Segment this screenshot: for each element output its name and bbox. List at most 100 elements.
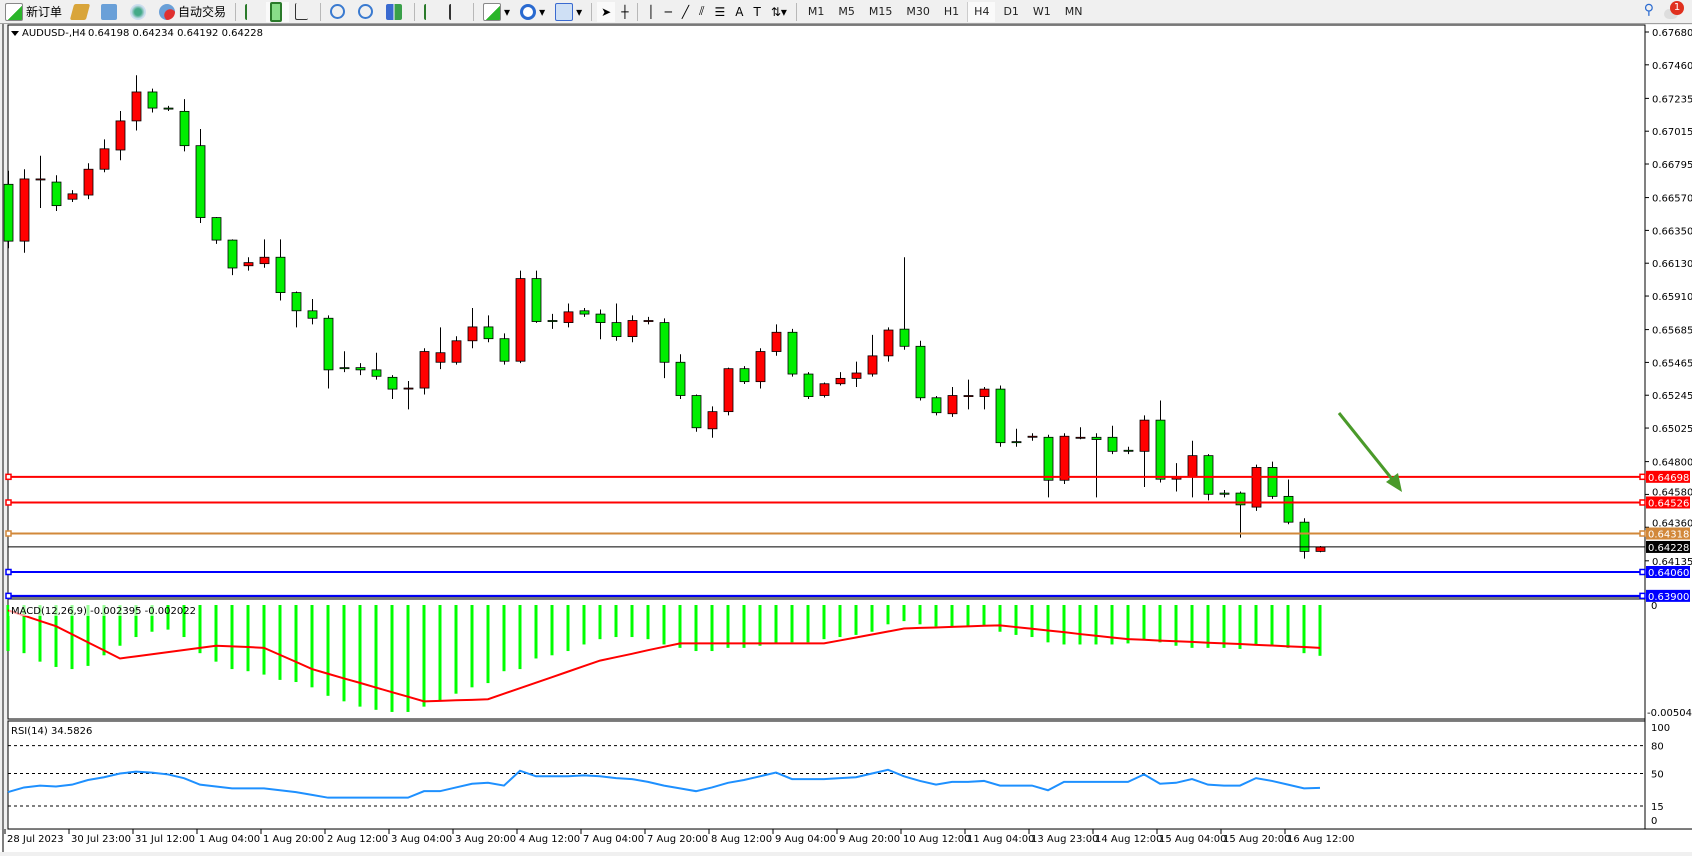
- timeframe-m15[interactable]: M15: [868, 5, 893, 18]
- cursor-button[interactable]: ➤: [597, 1, 616, 22]
- fibonacci-button[interactable]: ☰: [710, 2, 729, 22]
- macd-label-bg: [9, 604, 159, 616]
- auto-scroll-button[interactable]: [420, 2, 443, 22]
- price-line-label: 0.64228: [1648, 543, 1689, 554]
- candle: [1075, 427, 1086, 440]
- toolbar-separator: [637, 2, 639, 21]
- zoom-in-button[interactable]: [326, 2, 352, 22]
- time-tick-label: 14 Aug 12:00: [1095, 834, 1162, 845]
- candle: [355, 363, 366, 376]
- rsi-axis-label: 0: [1651, 816, 1657, 827]
- macd-bar: [774, 605, 778, 644]
- macd-bar: [150, 605, 154, 632]
- macd-bar: [950, 605, 954, 627]
- bar-chart-icon: [245, 3, 257, 20]
- timeframe-w1[interactable]: W1: [1032, 5, 1051, 18]
- zoom-in-icon: [330, 4, 346, 19]
- candle-body: [147, 91, 158, 109]
- periods-button[interactable]: ▾: [516, 2, 549, 22]
- candle-body: [1123, 449, 1134, 452]
- candle: [483, 315, 494, 343]
- notifications-button[interactable]: 1: [1664, 1, 1684, 19]
- candle: [915, 340, 926, 401]
- candle: [99, 139, 110, 173]
- timeframe-d1[interactable]: D1: [1003, 5, 1019, 18]
- candle: [3, 170, 14, 249]
- vertical-line-button[interactable]: │: [643, 2, 658, 22]
- auto-trading-button[interactable]: 自动交易: [155, 2, 230, 22]
- candle: [851, 361, 862, 388]
- zoom-out-button[interactable]: [354, 2, 380, 22]
- price-label-bg: [1646, 527, 1690, 540]
- price-tick-label: 0.64580: [1652, 487, 1692, 498]
- text-button[interactable]: A: [731, 2, 747, 22]
- chart-canvas[interactable]: 0.67680 0.67460 0.67235 0.67015 0.66795 0.665…: [0, 24, 1692, 852]
- history-button[interactable]: [68, 2, 95, 22]
- chart-window[interactable]: 0.67680 0.67460 0.67235 0.67015 0.66795 0.665…: [0, 24, 1692, 856]
- candle: [931, 395, 942, 416]
- timeframe-m30[interactable]: M30: [906, 5, 930, 18]
- candle: [1059, 433, 1070, 484]
- candle: [67, 190, 78, 203]
- signals-button[interactable]: [126, 2, 153, 22]
- indicators-button[interactable]: ▾: [479, 2, 514, 22]
- candle-body: [515, 278, 526, 362]
- line-chart-button[interactable]: [291, 2, 315, 22]
- candle-body: [371, 369, 382, 377]
- timeframe-h1[interactable]: H1: [943, 5, 960, 18]
- rsi-panel: [7, 720, 1646, 830]
- macd-bar: [1158, 605, 1162, 643]
- candle-body: [979, 388, 990, 397]
- cloud-icon: [101, 3, 118, 20]
- timeframe-m5[interactable]: M5: [838, 5, 855, 18]
- candle: [51, 175, 62, 212]
- candle-body: [259, 256, 270, 265]
- candle-body: [1139, 419, 1150, 452]
- candle-body: [115, 120, 126, 151]
- templates-button[interactable]: ▾: [551, 2, 586, 22]
- auto-trading-label: 自动交易: [178, 5, 227, 19]
- candle: [1267, 461, 1278, 499]
- candle-body: [275, 256, 286, 293]
- auto-trading-icon: [159, 3, 176, 20]
- price-tick-label: 0.65025: [1652, 424, 1692, 435]
- candle-body: [755, 351, 766, 383]
- search-icon[interactable]: ⚲: [1643, 2, 1654, 18]
- bar-chart-button[interactable]: [241, 2, 264, 22]
- vertical-line-icon: │: [647, 4, 655, 19]
- candle-body: [163, 107, 174, 110]
- candle: [611, 303, 622, 341]
- text-label-button[interactable]: T: [749, 2, 764, 22]
- candle-body: [483, 326, 494, 340]
- text-icon: A: [735, 4, 744, 19]
- tile-windows-button[interactable]: [382, 2, 409, 22]
- template-icon: [555, 2, 574, 21]
- timeframe-h4[interactable]: H4: [967, 1, 996, 22]
- candle-body: [243, 262, 254, 267]
- macd-bar: [662, 605, 666, 645]
- price-line-label: 0.63900: [1648, 592, 1689, 603]
- trendline-button[interactable]: ╱: [678, 2, 693, 22]
- arrows-button[interactable]: ⇅▾: [767, 2, 791, 22]
- candle: [867, 334, 878, 377]
- time-tick-label: 7 Aug 20:00: [647, 834, 708, 845]
- macd-panel: [7, 598, 1646, 720]
- timeframe-mn[interactable]: MN: [1064, 5, 1083, 18]
- chart-shift-button[interactable]: [445, 2, 468, 22]
- candle: [35, 155, 46, 209]
- equidistant-channel-button[interactable]: ⫽: [695, 2, 708, 22]
- macd-bar: [1030, 605, 1034, 638]
- candle: [1155, 400, 1166, 483]
- crosshair-button[interactable]: ┼: [617, 2, 632, 22]
- candle-body: [355, 367, 366, 371]
- candlestick-chart-button[interactable]: [266, 1, 290, 22]
- horizontal-line-button[interactable]: ─: [661, 2, 676, 22]
- cloud-button[interactable]: [97, 2, 124, 22]
- candle-body: [851, 372, 862, 379]
- new-order-button[interactable]: 新订单: [1, 2, 66, 22]
- timeframe-m1[interactable]: M1: [807, 5, 825, 18]
- candle-body: [611, 322, 622, 338]
- candle-body: [835, 377, 846, 385]
- clock-icon: [520, 3, 537, 20]
- macd-bar: [1014, 605, 1018, 635]
